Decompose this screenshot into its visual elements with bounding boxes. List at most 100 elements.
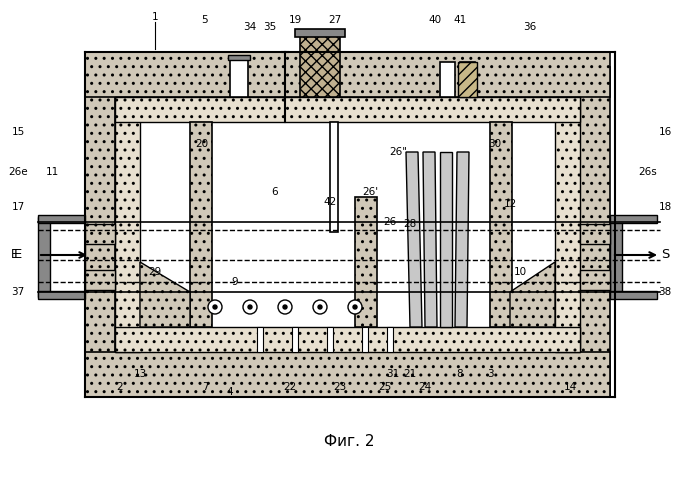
Text: 4: 4 xyxy=(226,387,233,397)
Text: 35: 35 xyxy=(264,22,277,32)
Circle shape xyxy=(318,305,322,309)
Text: 14: 14 xyxy=(563,382,577,392)
Bar xyxy=(115,97,140,352)
Circle shape xyxy=(348,300,362,314)
Bar xyxy=(85,52,610,97)
Bar xyxy=(460,62,475,97)
Text: 26s: 26s xyxy=(639,167,657,177)
Circle shape xyxy=(208,300,222,314)
Text: 13: 13 xyxy=(134,369,147,379)
Bar xyxy=(580,224,610,244)
Text: 31: 31 xyxy=(387,369,400,379)
Bar xyxy=(115,97,580,122)
Polygon shape xyxy=(455,152,469,327)
Bar xyxy=(355,197,377,327)
Bar xyxy=(257,327,263,352)
Bar xyxy=(85,352,610,397)
Text: 7: 7 xyxy=(202,382,208,392)
Bar xyxy=(387,327,393,352)
Text: E: E xyxy=(14,248,22,262)
Bar xyxy=(50,222,85,292)
Text: 34: 34 xyxy=(243,22,257,32)
Text: 17: 17 xyxy=(11,202,24,212)
Text: 2: 2 xyxy=(117,382,123,392)
Bar xyxy=(610,217,622,297)
Text: 11: 11 xyxy=(45,167,59,177)
Text: 40: 40 xyxy=(428,15,442,25)
Text: 20: 20 xyxy=(195,139,208,149)
Bar xyxy=(610,215,657,223)
Bar xyxy=(85,224,115,244)
Text: E: E xyxy=(10,248,18,262)
Bar xyxy=(38,291,85,299)
Bar xyxy=(295,29,345,37)
Text: 38: 38 xyxy=(658,287,672,297)
Bar xyxy=(190,122,212,327)
Bar xyxy=(230,57,248,97)
Text: 25: 25 xyxy=(378,382,391,392)
Text: 9: 9 xyxy=(231,277,238,287)
Bar xyxy=(580,270,610,290)
Text: 16: 16 xyxy=(658,127,672,137)
Circle shape xyxy=(248,305,252,309)
Text: 37: 37 xyxy=(11,287,24,297)
Bar xyxy=(115,97,580,352)
Text: 26e: 26e xyxy=(8,167,28,177)
Circle shape xyxy=(313,300,327,314)
Text: 41: 41 xyxy=(454,15,467,25)
Text: 18: 18 xyxy=(658,202,672,212)
Bar xyxy=(115,327,580,352)
Text: S: S xyxy=(661,248,669,262)
Polygon shape xyxy=(423,152,437,327)
Text: Фиг. 2: Фиг. 2 xyxy=(324,434,374,450)
Bar xyxy=(362,327,368,352)
Bar xyxy=(85,67,115,397)
Text: 15: 15 xyxy=(11,127,24,137)
Circle shape xyxy=(243,300,257,314)
Polygon shape xyxy=(440,152,452,327)
Text: 29: 29 xyxy=(148,267,161,277)
Bar xyxy=(440,62,455,97)
Text: 3: 3 xyxy=(487,369,493,379)
Text: 12: 12 xyxy=(503,199,517,209)
Text: 30: 30 xyxy=(489,139,502,149)
Bar xyxy=(85,270,115,290)
Text: 1: 1 xyxy=(152,12,158,22)
Bar xyxy=(228,55,250,60)
Text: 10: 10 xyxy=(514,267,526,277)
Text: 26': 26' xyxy=(362,187,378,197)
Text: 27: 27 xyxy=(329,15,342,25)
Text: 19: 19 xyxy=(289,15,302,25)
Polygon shape xyxy=(510,262,555,327)
Bar xyxy=(490,122,512,327)
Polygon shape xyxy=(140,262,190,327)
Text: 24: 24 xyxy=(419,382,431,392)
Bar xyxy=(580,67,610,397)
Bar xyxy=(330,122,338,232)
Text: 42: 42 xyxy=(324,197,337,207)
Polygon shape xyxy=(406,152,422,327)
Bar xyxy=(555,97,580,352)
Bar xyxy=(327,327,333,352)
Bar xyxy=(50,222,85,292)
Bar xyxy=(610,291,657,299)
Bar xyxy=(292,327,298,352)
Text: 26": 26" xyxy=(389,147,407,157)
Bar xyxy=(300,32,340,97)
Bar xyxy=(458,62,477,97)
Text: 8: 8 xyxy=(456,369,463,379)
Text: 26: 26 xyxy=(383,217,396,227)
Bar xyxy=(38,217,50,297)
Circle shape xyxy=(213,305,217,309)
Circle shape xyxy=(283,305,287,309)
Text: 21: 21 xyxy=(403,369,417,379)
Text: 28: 28 xyxy=(403,219,417,229)
Text: 23: 23 xyxy=(333,382,347,392)
Bar xyxy=(38,215,85,223)
Text: 36: 36 xyxy=(524,22,537,32)
Circle shape xyxy=(353,305,357,309)
Circle shape xyxy=(278,300,292,314)
Text: 5: 5 xyxy=(202,15,208,25)
Text: 6: 6 xyxy=(272,187,278,197)
Text: 22: 22 xyxy=(283,382,296,392)
